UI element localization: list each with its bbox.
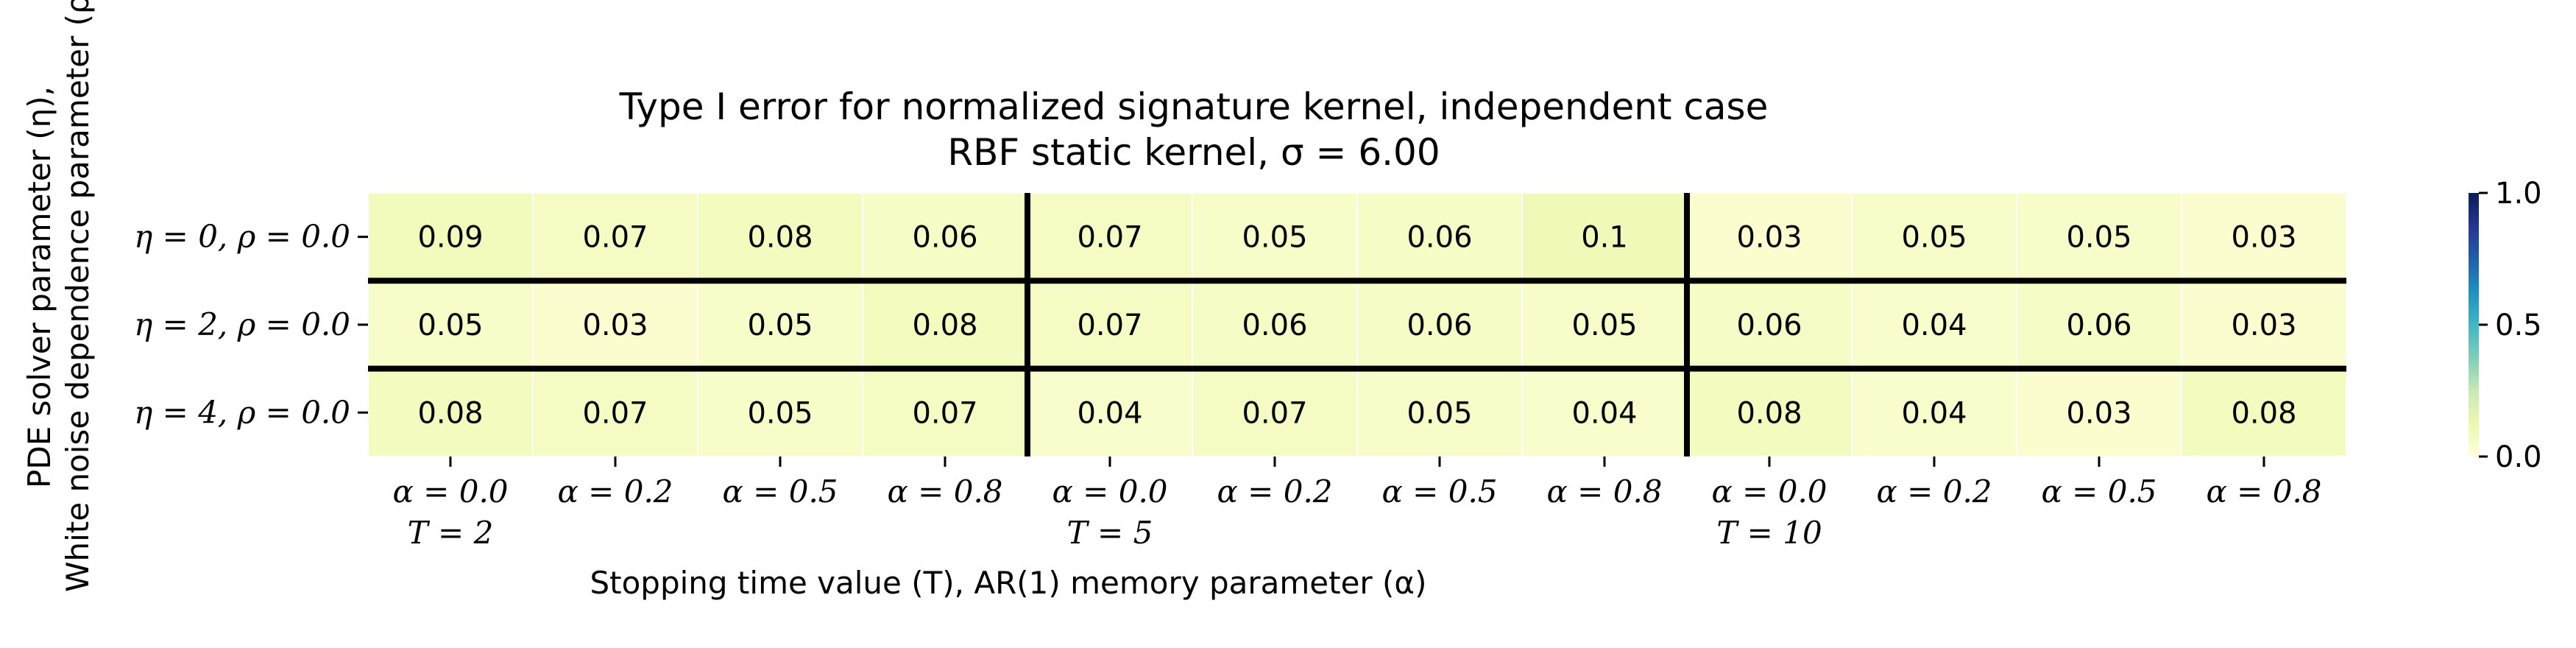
x-tick-label-alpha: α = 0.0 — [392, 473, 508, 510]
cell-value-label: 0.06 — [2066, 309, 2131, 342]
cell-value-label: 0.04 — [1571, 396, 1637, 430]
colorbar-tick-label: 1.0 — [2495, 177, 2542, 211]
y-axis-ticks: η = 0, ρ = 0.0 η = 2, ρ = 0.0 η = 4, ρ = 0… — [134, 219, 368, 430]
cell-value-label: 0.03 — [2231, 221, 2296, 255]
cell-value-label: 0.06 — [1406, 221, 1472, 255]
heatmap-cell — [1521, 192, 1688, 282]
x-tick-label-alpha: α = 0.8 — [1546, 473, 1662, 510]
y-tick-label: η = 0, ρ = 0.0 — [134, 219, 350, 255]
cell-value-label: 0.06 — [1406, 309, 1472, 342]
x-tick-label-alpha: α = 0.5 — [2041, 473, 2156, 510]
x-tick-label-alpha: α = 0.2 — [1876, 473, 1992, 510]
heatmap-cell — [697, 192, 863, 282]
heatmap-cell — [2016, 280, 2182, 370]
y-axis-label-line2: White noise dependence parameter (ρ) — [60, 0, 96, 592]
cell-value-label: 0.06 — [1242, 309, 1307, 342]
chart-subtitle: RBF static kernel, σ = 6.00 — [947, 131, 1440, 174]
heatmap-cell — [1851, 192, 2017, 282]
x-tick-label-alpha: α = 0.2 — [1217, 473, 1332, 510]
heatmap-cell — [1192, 280, 1358, 370]
cell-value-label: 0.08 — [912, 309, 977, 342]
heatmap-cell — [367, 280, 534, 370]
cell-value-label: 0.04 — [1077, 396, 1142, 430]
heatmap-cell — [1356, 280, 1523, 370]
x-tick-label-alpha: α = 0.8 — [887, 473, 1002, 510]
heatmap-cell — [2181, 192, 2347, 282]
cell-value-label: 0.05 — [2066, 221, 2131, 255]
heatmap-cells: 0.09 0.07 0.08 0.06 0.07 0.05 0.06 0.1 0.03 0.05 0… — [367, 192, 2347, 457]
heatmap-cell — [532, 192, 698, 282]
x-tick-label-alpha: α = 0.0 — [1711, 473, 1827, 510]
y-axis-label: PDE solver parameter (η), White noise de… — [21, 0, 96, 592]
cell-value-label: 0.08 — [417, 396, 483, 430]
x-tick-label-T: T = 5 — [1067, 515, 1153, 551]
cell-value-label: 0.07 — [1242, 396, 1307, 430]
x-tick-label-alpha: α = 0.5 — [1381, 473, 1497, 510]
cell-value-label: 0.04 — [1901, 309, 1967, 342]
cell-value-label: 0.05 — [1242, 221, 1307, 255]
heatmap-cell — [1521, 280, 1688, 370]
cell-value-label: 0.07 — [1077, 309, 1142, 342]
colorbar-tick-label: 0.0 — [2495, 440, 2542, 474]
heatmap-cell — [862, 280, 1028, 370]
colorbar-gradient — [2469, 193, 2479, 457]
group-separators — [368, 193, 2346, 457]
colorbar-tick-label: 0.5 — [2495, 309, 2542, 342]
cell-value-label: 0.09 — [417, 221, 483, 255]
cell-value-label: 0.06 — [912, 221, 977, 255]
x-axis-ticks: α = 0.0 T = 2 α = 0.2 α = 0.5 α = 0.8 α = 0.0… — [392, 456, 2322, 551]
cell-value-label: 0.07 — [912, 396, 977, 430]
cell-value-label: 0.05 — [417, 309, 483, 342]
cell-value-label: 0.08 — [747, 221, 813, 255]
colorbar-ticks: 1.0 0.5 0.0 — [2479, 177, 2542, 474]
cell-value-label: 0.04 — [1901, 396, 1967, 430]
heatmap-cell — [862, 367, 1028, 457]
cell-value-label: 0.03 — [582, 309, 648, 342]
heatmap-cell — [367, 367, 534, 457]
heatmap-cell — [2181, 367, 2347, 457]
x-tick-label-T: T = 2 — [408, 515, 494, 551]
x-tick-label-alpha: α = 0.2 — [557, 473, 673, 510]
cell-value-label: 0.05 — [747, 396, 813, 430]
cell-value-label: 0.03 — [1736, 221, 1802, 255]
x-tick-label-T: T = 10 — [1716, 515, 1822, 551]
cell-value-label: 0.08 — [1736, 396, 1802, 430]
heatmap-cell — [1027, 367, 1193, 457]
cell-value-label: 0.07 — [1077, 221, 1142, 255]
x-axis-label: Stopping time value (T), AR(1) memory pa… — [590, 565, 1426, 601]
heatmap-cell — [697, 367, 863, 457]
heatmap-cell — [367, 192, 534, 282]
cell-value-label: 0.05 — [1571, 309, 1637, 342]
y-tick-label: η = 2, ρ = 0.0 — [134, 306, 350, 342]
x-tick-label-alpha: α = 0.8 — [2206, 473, 2321, 510]
cell-value-label: 0.05 — [1406, 396, 1472, 430]
cell-value-label: 0.08 — [2231, 396, 2296, 430]
chart-title: Type I error for normalized signature ke… — [619, 85, 1769, 128]
cell-value-label: 0.05 — [1901, 221, 1967, 255]
heatmap-cell — [1192, 192, 1358, 282]
x-tick-label-alpha: α = 0.0 — [1052, 473, 1167, 510]
heatmap-cell — [2016, 367, 2182, 457]
cell-value-label: 0.03 — [2231, 309, 2296, 342]
x-tick-label-alpha: α = 0.5 — [722, 473, 838, 510]
cell-value-label: 0.06 — [1736, 309, 1802, 342]
y-axis-label-line1: PDE solver parameter (η), — [21, 86, 57, 488]
heatmap-cell — [862, 192, 1028, 282]
cell-value-label: 0.07 — [582, 396, 648, 430]
cell-value-label: 0.1 — [1581, 221, 1628, 255]
cell-value-label: 0.07 — [582, 221, 648, 255]
cell-value-label: 0.03 — [2066, 396, 2131, 430]
cell-value-label: 0.05 — [747, 309, 813, 342]
heatmap-cell — [1027, 192, 1193, 282]
heatmap-cell — [1686, 280, 1853, 370]
y-tick-label: η = 4, ρ = 0.0 — [134, 394, 350, 430]
heatmap-cell — [2181, 280, 2347, 370]
colorbar: 1.0 0.5 0.0 — [2469, 177, 2542, 474]
